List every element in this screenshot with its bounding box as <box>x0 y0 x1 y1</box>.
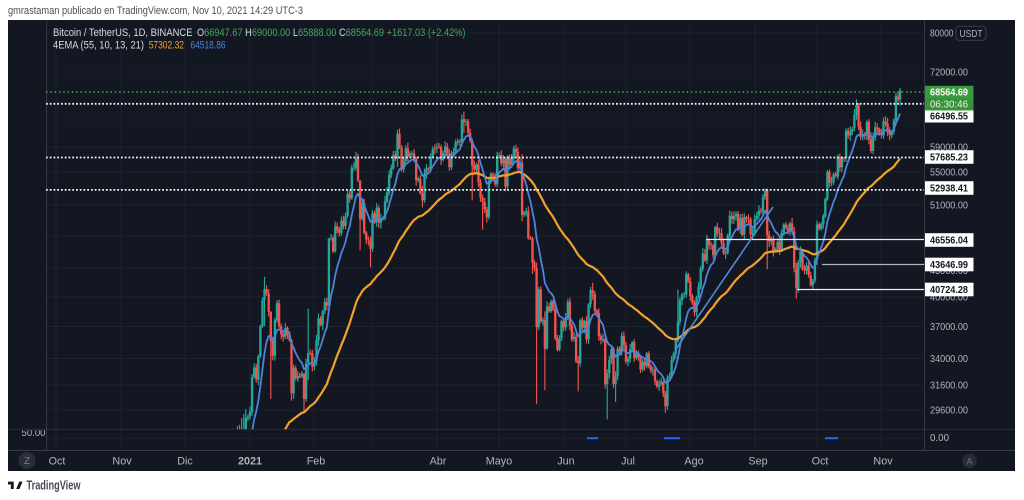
svg-text:Nov: Nov <box>873 456 893 468</box>
svg-text:55000.00: 55000.00 <box>930 167 968 179</box>
svg-text:O66947.67 H69000.00 L65888.00: O66947.67 H69000.00 L65888.00 C68564.69 … <box>197 27 465 39</box>
svg-text:50.00: 50.00 <box>22 427 46 439</box>
svg-text:Abr: Abr <box>430 456 447 468</box>
svg-text:4EMA (55, 10, 13, 21): 4EMA (55, 10, 13, 21) <box>53 40 144 52</box>
svg-text:Oct: Oct <box>812 456 829 468</box>
svg-text:Sep: Sep <box>748 456 767 468</box>
svg-text:Jun: Jun <box>557 456 574 468</box>
svg-text:Dic: Dic <box>177 456 193 468</box>
svg-text:USDT: USDT <box>960 29 983 40</box>
svg-text:46556.04: 46556.04 <box>930 235 968 247</box>
svg-text:0.00: 0.00 <box>930 432 949 444</box>
svg-text:Mayo: Mayo <box>486 456 512 468</box>
svg-text:52938.41: 52938.41 <box>930 183 968 195</box>
svg-text:37000.00: 37000.00 <box>930 321 968 333</box>
svg-text:43646.99: 43646.99 <box>930 259 968 271</box>
svg-text:64518.86: 64518.86 <box>190 40 225 52</box>
svg-text:06:30:46: 06:30:46 <box>930 99 968 111</box>
svg-text:29600.00: 29600.00 <box>930 405 968 417</box>
svg-text:80000: 80000 <box>930 28 954 40</box>
svg-text:68564.69: 68564.69 <box>930 87 968 99</box>
svg-text:57302.32: 57302.32 <box>149 40 184 52</box>
svg-text:40724.28: 40724.28 <box>930 284 968 296</box>
svg-text:Jul: Jul <box>621 456 635 468</box>
svg-text:Feb: Feb <box>307 456 326 468</box>
svg-text:Oct: Oct <box>49 456 66 468</box>
svg-text:57685.23: 57685.23 <box>930 152 968 164</box>
svg-text:Z: Z <box>24 456 30 467</box>
svg-text:A: A <box>966 456 973 467</box>
svg-text:Nov: Nov <box>112 456 132 468</box>
svg-text:31600.00: 31600.00 <box>930 380 968 392</box>
svg-text:51000.00: 51000.00 <box>930 200 968 212</box>
svg-text:34000.00: 34000.00 <box>930 353 968 365</box>
svg-text:2021: 2021 <box>238 456 262 468</box>
svg-text:gmrastaman publicado en Tradin: gmrastaman publicado en TradingView.com,… <box>8 5 303 17</box>
svg-text:72000.00: 72000.00 <box>930 67 968 79</box>
svg-text:TradingView: TradingView <box>27 479 81 493</box>
svg-text:Ago: Ago <box>684 456 703 468</box>
svg-text:Bitcoin / TetherUS, 1D, BINANC: Bitcoin / TetherUS, 1D, BINANCE <box>53 27 193 39</box>
svg-text:66496.55: 66496.55 <box>930 110 968 122</box>
